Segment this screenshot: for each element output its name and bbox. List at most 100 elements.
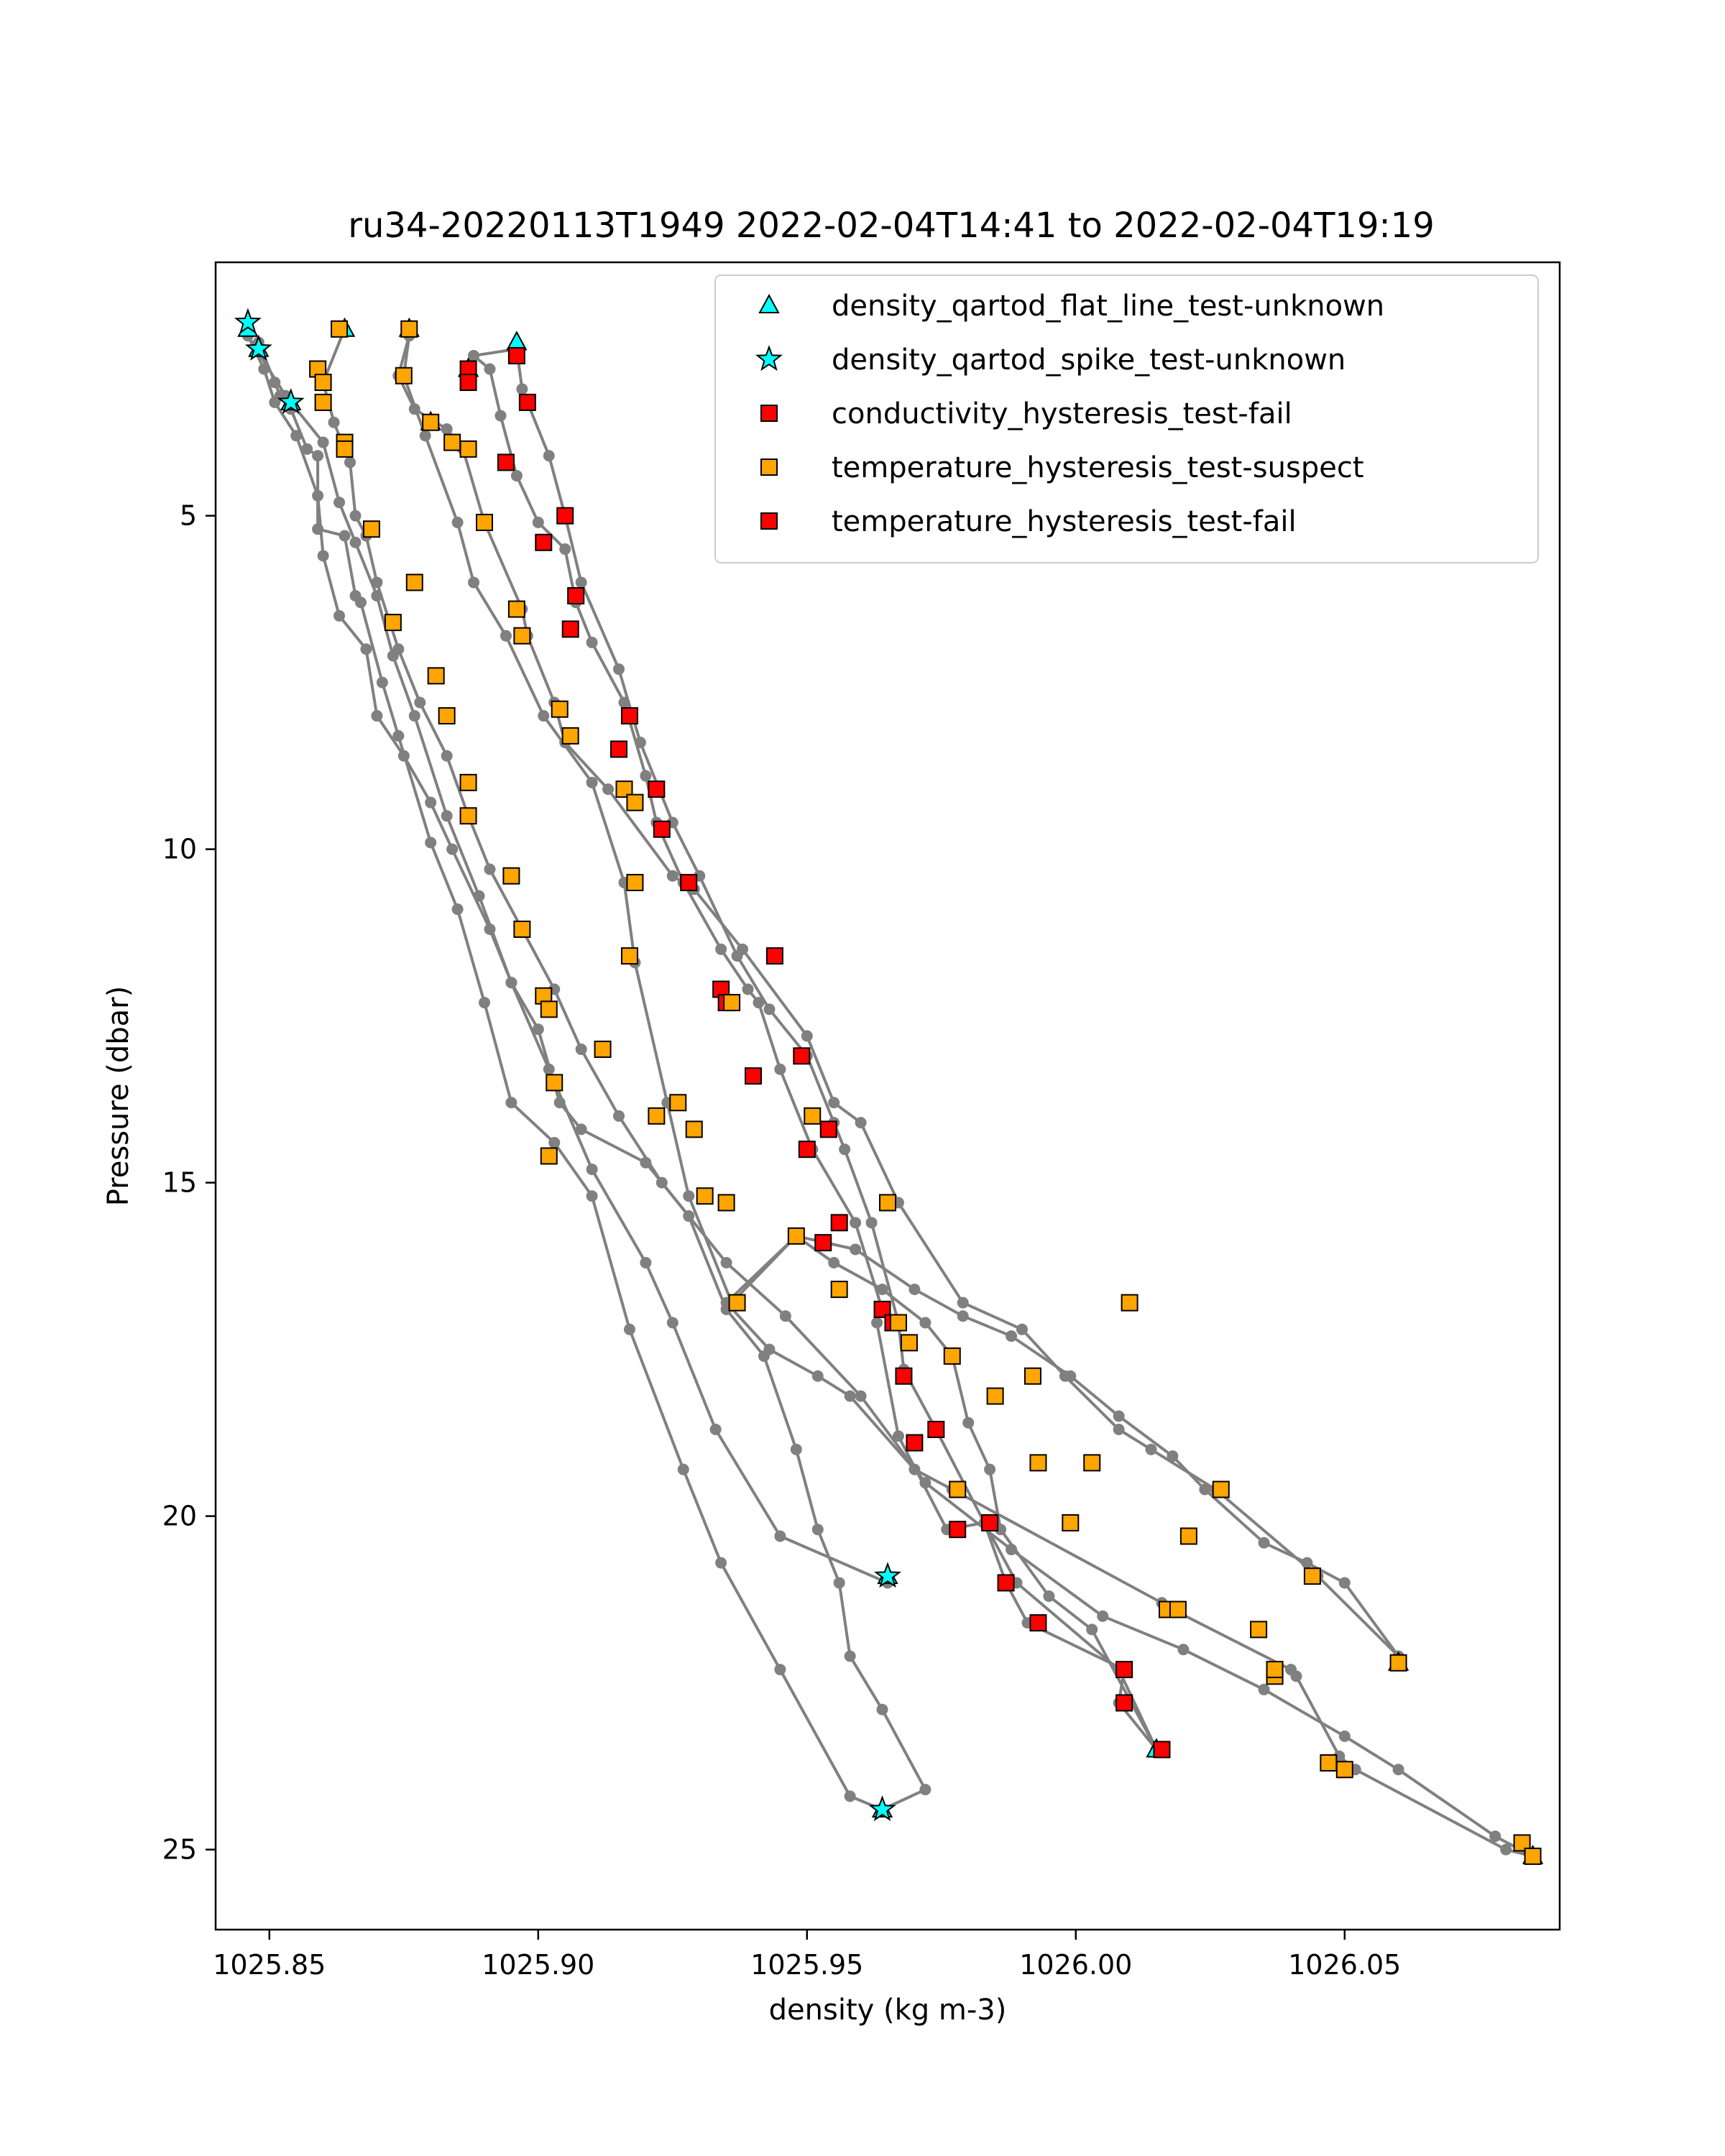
profile-point bbox=[828, 1097, 840, 1109]
qc-marker-square bbox=[1320, 1754, 1338, 1772]
qc-marker-square bbox=[728, 1294, 746, 1312]
profile-point bbox=[505, 977, 518, 989]
profile-point bbox=[613, 663, 625, 676]
profile-point bbox=[892, 1430, 904, 1442]
legend-marker-triangle bbox=[758, 293, 780, 313]
qc-marker-square bbox=[459, 374, 477, 392]
profile-point bbox=[753, 997, 765, 1009]
qc-marker-square bbox=[362, 520, 380, 538]
profile-point bbox=[328, 416, 340, 428]
x-tick-label: 1026.05 bbox=[1288, 1949, 1401, 1981]
profile-point bbox=[354, 596, 367, 609]
profile-point bbox=[666, 870, 678, 882]
profile-point bbox=[516, 383, 528, 395]
x-axis-label: density (kg m-3) bbox=[769, 1994, 1007, 2027]
profile-point bbox=[602, 783, 615, 796]
qc-marker-square bbox=[804, 1107, 822, 1125]
qc-marker-square bbox=[427, 667, 445, 685]
profile-point bbox=[1338, 1577, 1351, 1589]
legend-label: density_qartod_spike_test-unknown bbox=[832, 344, 1346, 377]
profile-point bbox=[538, 710, 550, 722]
qc-marker-square bbox=[830, 1281, 848, 1299]
profile-point bbox=[1043, 1590, 1055, 1602]
profile-point bbox=[623, 1323, 635, 1335]
profile-point bbox=[850, 1243, 862, 1256]
qc-marker-square bbox=[1179, 1527, 1197, 1545]
profile-point bbox=[779, 1310, 791, 1322]
qc-marker-square bbox=[949, 1480, 967, 1498]
profile-point bbox=[683, 1190, 695, 1202]
profile-point bbox=[677, 1463, 689, 1475]
profile-point bbox=[1338, 1730, 1351, 1742]
profile-point bbox=[1199, 1483, 1211, 1496]
profile-point bbox=[312, 450, 324, 462]
qc-marker-square bbox=[1029, 1454, 1047, 1472]
profile-point bbox=[844, 1390, 856, 1402]
qc-marker-square bbox=[422, 413, 440, 431]
profile-point bbox=[640, 770, 652, 782]
legend-label: temperature_hysteresis_test-suspect bbox=[832, 451, 1364, 484]
profile-point bbox=[656, 1176, 668, 1189]
qc-marker-square bbox=[540, 1147, 558, 1165]
profile-point bbox=[1392, 1764, 1404, 1776]
qc-marker-square bbox=[765, 947, 783, 965]
profile-point bbox=[575, 1123, 587, 1135]
qc-marker-square bbox=[518, 393, 536, 411]
qc-marker-square bbox=[814, 1234, 832, 1252]
qc-marker-square bbox=[949, 1521, 967, 1539]
qc-marker-square bbox=[1524, 1847, 1542, 1865]
qc-marker-square bbox=[997, 1574, 1015, 1592]
qc-marker-square bbox=[1212, 1480, 1230, 1498]
legend-label: temperature_hysteresis_test-fail bbox=[832, 505, 1297, 538]
qc-marker-square bbox=[459, 440, 477, 458]
qc-marker-square bbox=[438, 707, 456, 725]
profile-point bbox=[774, 1530, 786, 1542]
qc-marker-square bbox=[889, 1314, 907, 1332]
qc-marker-square bbox=[1335, 1761, 1353, 1779]
qc-marker-square bbox=[459, 807, 477, 825]
profile-point bbox=[339, 530, 351, 542]
profile-point bbox=[441, 750, 453, 762]
profile-point bbox=[376, 676, 388, 688]
profile-point bbox=[919, 1784, 932, 1796]
profile-point bbox=[1097, 1610, 1109, 1622]
profile-point bbox=[640, 1257, 652, 1268]
qc-marker-square bbox=[900, 1334, 918, 1352]
qc-marker-square bbox=[879, 1194, 896, 1212]
profile-point bbox=[586, 636, 598, 648]
legend-marker-star bbox=[755, 345, 783, 372]
profile-line-9 bbox=[515, 349, 1158, 1751]
profile-line-5 bbox=[724, 1234, 1534, 1858]
profile-point bbox=[290, 430, 303, 442]
qc-marker-square bbox=[819, 1120, 837, 1138]
qc-marker-square bbox=[610, 740, 627, 758]
profile-point bbox=[1258, 1537, 1270, 1549]
profile-point bbox=[763, 1343, 776, 1355]
profile-point bbox=[790, 1443, 802, 1455]
profile-point bbox=[425, 796, 437, 808]
qc-marker-square bbox=[556, 507, 574, 525]
profile-point bbox=[575, 1044, 587, 1056]
qc-marker-square bbox=[507, 346, 525, 364]
qc-marker-square bbox=[1062, 1514, 1080, 1531]
qc-marker-square bbox=[787, 1227, 805, 1245]
qc-marker-square bbox=[1029, 1614, 1047, 1632]
y-axis-label: Pressure (dbar) bbox=[102, 986, 135, 1206]
profile-point bbox=[774, 1063, 786, 1075]
qc-marker-square bbox=[459, 773, 477, 791]
qc-marker-square bbox=[1250, 1621, 1268, 1639]
profile-point bbox=[1500, 1843, 1512, 1856]
profile-point bbox=[371, 710, 383, 722]
qc-marker-square bbox=[680, 874, 698, 892]
legend-box bbox=[714, 275, 1539, 563]
profile-point bbox=[408, 710, 420, 722]
x-tick-label: 1025.95 bbox=[750, 1949, 863, 1981]
profile-point bbox=[451, 903, 464, 916]
profile-point bbox=[317, 436, 329, 448]
qc-marker-square bbox=[620, 707, 638, 725]
qc-marker-square bbox=[986, 1387, 1004, 1405]
profile-point bbox=[876, 1284, 888, 1296]
qc-marker-star bbox=[277, 387, 305, 414]
profile-point bbox=[720, 1257, 732, 1268]
